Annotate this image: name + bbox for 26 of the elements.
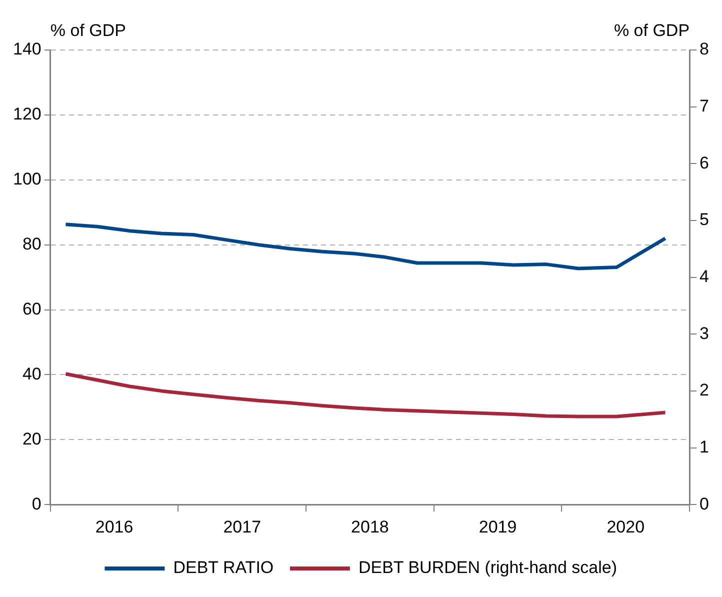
x-tick-label: 2017 — [223, 517, 262, 536]
y-tick-label: 140 — [12, 40, 42, 59]
y-tick-label: 20 — [22, 429, 42, 448]
y2-tick-label: 4 — [700, 266, 710, 286]
y-tick-label: 100 — [12, 170, 42, 189]
y-axis-title: % of GDP — [50, 21, 126, 40]
y2-tick-label: 5 — [700, 210, 710, 230]
y2-tick-label: 0 — [700, 494, 710, 514]
y2-tick-label: 1 — [700, 437, 710, 456]
legend-label: DEBT BURDEN (right-hand scale) — [358, 558, 617, 578]
y2-tick-label: 7 — [700, 96, 710, 116]
y2-tick-label: 6 — [700, 153, 710, 172]
y-tick-label: 0 — [32, 494, 42, 514]
y-tick-label: 80 — [22, 234, 42, 254]
y2-tick-label: 2 — [700, 380, 710, 400]
x-tick-label: 2016 — [95, 517, 134, 536]
y-tick-label: 60 — [22, 299, 42, 318]
y-tick-label: 120 — [12, 104, 42, 124]
x-tick-label: 2019 — [478, 517, 517, 536]
x-tick-label: 2018 — [351, 517, 389, 536]
legend-label: DEBT RATIO — [173, 558, 274, 578]
y2-axis-title: % of GDP — [614, 21, 690, 40]
x-tick-label: 2020 — [606, 517, 645, 536]
y2-tick-label: 8 — [700, 40, 710, 59]
y-tick-label: 40 — [22, 364, 42, 384]
y2-tick-label: 3 — [700, 324, 710, 343]
